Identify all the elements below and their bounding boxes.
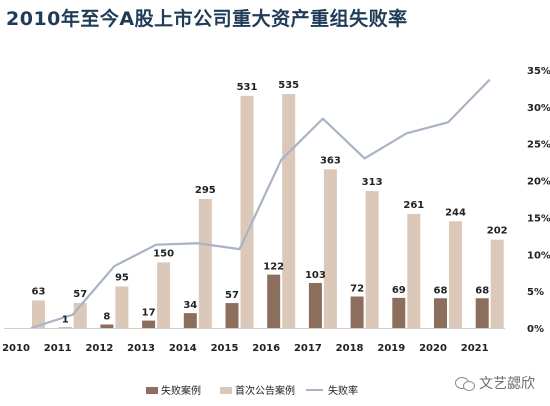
label-first-2012: 95 xyxy=(115,272,129,283)
bar-fail-2015 xyxy=(225,303,239,328)
bar-fail-2020 xyxy=(434,298,447,328)
y-right-tick-0: 0% xyxy=(527,324,544,335)
legend-label-fail: 失败案例 xyxy=(161,384,201,397)
label-first-2015: 531 xyxy=(237,82,258,93)
bar-first-2016 xyxy=(282,94,296,329)
legend: 失败案例 首次公告案例 失败率 xyxy=(146,384,358,397)
line-fail-rate xyxy=(30,78,491,330)
label-first-2010: 63 xyxy=(32,286,46,297)
label-first-2021: 202 xyxy=(487,226,508,237)
watermark-text: 文艺勰欣 xyxy=(479,376,535,392)
x-tick-2016: 2016 xyxy=(252,343,280,354)
axis-layer: 2010 2011 2012 2013 2014 2015 2016 2017 2018 2019… xyxy=(2,66,550,354)
x-tick-2018: 2018 xyxy=(336,343,364,354)
y-right-tick-30: 30% xyxy=(527,103,550,114)
label-fail-2018: 72 xyxy=(350,284,364,295)
legend-swatch-fail xyxy=(146,387,158,394)
label-fail-2020: 68 xyxy=(434,285,448,296)
label-first-2014: 295 xyxy=(195,185,216,196)
legend-swatch-first xyxy=(220,387,232,394)
bars-layer xyxy=(32,94,504,329)
bar-fail-2016 xyxy=(267,274,281,328)
label-fail-2019: 69 xyxy=(392,285,406,296)
x-tick-2015: 2015 xyxy=(211,343,239,354)
bar-first-2018 xyxy=(365,191,379,328)
bar-fail-2013 xyxy=(142,320,156,328)
bar-fail-2021 xyxy=(475,298,489,328)
y-right-tick-5: 5% xyxy=(527,287,544,298)
legend-label-first: 首次公告案例 xyxy=(235,384,295,397)
label-first-2013: 150 xyxy=(153,248,174,259)
bar-first-2015 xyxy=(240,95,254,328)
bar-fail-2019 xyxy=(392,297,406,328)
watermark: 文艺勰欣 xyxy=(455,373,535,393)
label-fail-2013: 17 xyxy=(142,308,156,319)
bar-first-2021 xyxy=(490,239,504,328)
bar-fail-2018 xyxy=(350,296,364,328)
label-fail-2015: 57 xyxy=(225,290,239,301)
label-fail-2014: 34 xyxy=(183,300,197,311)
x-tick-2020: 2020 xyxy=(419,343,447,354)
bar-fail-2012 xyxy=(100,324,114,328)
label-first-2011: 57 xyxy=(73,289,87,300)
bar-first-2012 xyxy=(115,286,129,328)
wechat-icon xyxy=(455,375,475,391)
page-title: 2010年至今A股上市公司重大资产重组失败率 xyxy=(6,8,408,30)
bar-fail-2017 xyxy=(308,282,322,328)
x-tick-2012: 2012 xyxy=(85,343,113,354)
label-fail-2021: 68 xyxy=(475,285,489,296)
bar-fail-2011 xyxy=(58,327,72,329)
label-fail-2017: 103 xyxy=(305,270,326,281)
bar-first-2019 xyxy=(407,213,421,328)
label-first-2020: 244 xyxy=(445,207,466,218)
y-right-tick-35: 35% xyxy=(527,66,550,77)
y-right-tick-25: 25% xyxy=(527,140,550,151)
label-fail-2012: 8 xyxy=(103,312,110,323)
label-fail-2016: 122 xyxy=(263,262,284,273)
y-right-tick-15: 15% xyxy=(527,213,550,224)
bar-first-2010 xyxy=(32,300,45,328)
x-tick-2010: 2010 xyxy=(2,343,30,354)
x-tick-2019: 2019 xyxy=(377,343,405,354)
label-fail-2011: 1 xyxy=(62,315,69,326)
x-tick-2017: 2017 xyxy=(294,343,322,354)
label-first-2019: 261 xyxy=(403,200,424,211)
bar-first-2020 xyxy=(449,221,462,328)
y-right-tick-10: 10% xyxy=(527,250,550,261)
label-first-2017: 363 xyxy=(320,155,341,166)
bar-first-2014 xyxy=(198,199,212,328)
bar-first-2013 xyxy=(157,262,171,328)
x-tick-2013: 2013 xyxy=(127,343,155,354)
bar-first-2017 xyxy=(323,169,337,328)
legend-label-rate: 失败率 xyxy=(328,384,358,397)
bar-fail-2014 xyxy=(183,313,197,328)
x-tick-2011: 2011 xyxy=(44,343,72,354)
x-tick-2021: 2021 xyxy=(461,343,489,354)
label-first-2018: 313 xyxy=(362,177,383,188)
labels-layer: 63 1 57 8 95 17 150 34 295 57 531 122 535 103 363 72 313… xyxy=(32,80,508,326)
label-first-2016: 535 xyxy=(278,80,299,91)
y-right-tick-20: 20% xyxy=(527,177,550,188)
line-layer xyxy=(30,78,491,330)
x-tick-2014: 2014 xyxy=(169,343,197,354)
